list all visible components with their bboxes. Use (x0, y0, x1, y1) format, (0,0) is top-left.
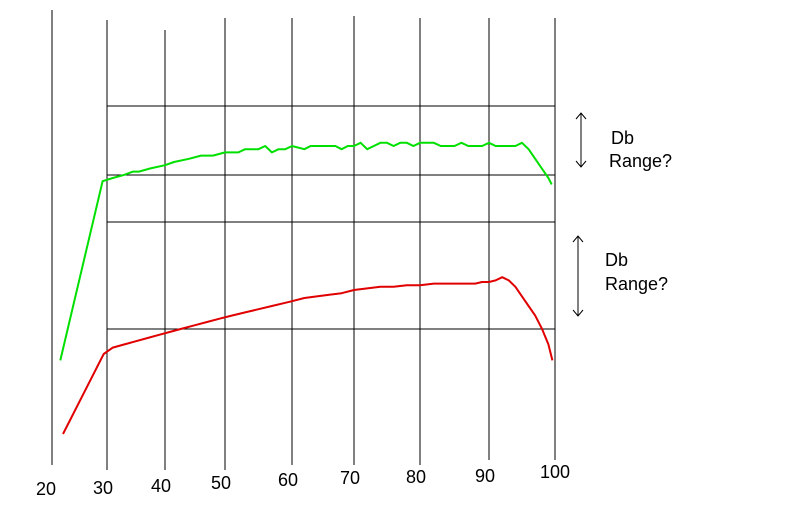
x-tick-label: 90 (475, 466, 495, 486)
x-tick-label: 20 (36, 479, 56, 499)
x-tick-labels: 20 30 40 50 60 70 80 90 100 (36, 462, 570, 499)
x-tick-label: 50 (211, 473, 231, 493)
double-arrow-icon (575, 112, 587, 168)
double-arrow-icon (572, 235, 584, 317)
x-tick-label: 80 (406, 467, 426, 487)
series-layer (59, 141, 554, 435)
annotation-db-label: Db (611, 128, 634, 148)
grid (51, 10, 556, 470)
series-line-lower (62, 276, 554, 435)
annotation-db-label: Db (605, 250, 628, 270)
annotations: Db Range? Db Range? (572, 112, 672, 317)
x-tick-label: 70 (340, 468, 360, 488)
annotation-range-label: Range? (609, 151, 672, 171)
x-tick-label: 30 (93, 478, 113, 498)
x-tick-label: 60 (278, 470, 298, 490)
x-tick-label: 40 (151, 476, 171, 496)
annotation-range-label: Range? (605, 274, 668, 294)
series-line-upper (59, 141, 553, 361)
x-tick-label: 100 (540, 462, 570, 482)
